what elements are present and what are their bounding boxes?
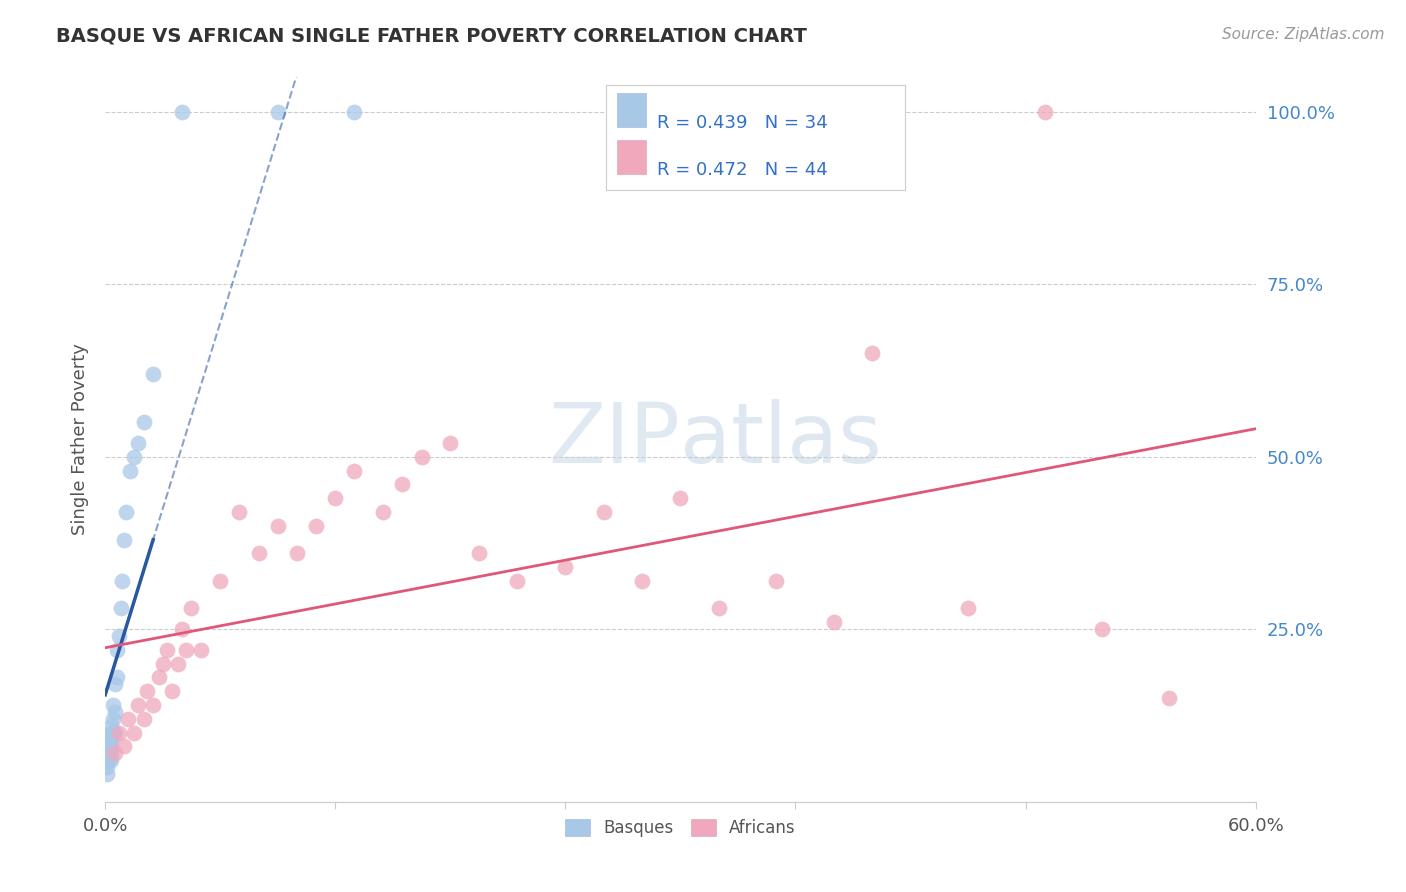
Point [105,643,128,657]
Point [98,732,121,747]
Point [120,464,142,478]
Point [391,477,413,491]
Point [122,725,145,739]
Point [323,491,346,505]
Point [170,104,193,119]
Text: BASQUE VS AFRICAN SINGLE FATHER POVERTY CORRELATION CHART: BASQUE VS AFRICAN SINGLE FATHER POVERTY … [56,27,807,45]
Point [592,505,614,519]
Point [96,760,118,774]
Point [228,505,250,519]
Point [860,346,883,360]
Legend: Basques, Africans: Basques, Africans [558,813,803,844]
Point [373,505,395,519]
Point [104,725,127,739]
Point [957,601,980,615]
Point [631,574,654,588]
Point [132,415,155,429]
Point [209,574,232,588]
Text: atlas: atlas [681,399,882,480]
FancyBboxPatch shape [606,85,905,190]
Point [152,657,174,671]
Point [132,712,155,726]
Point [107,629,129,643]
Point [98,753,121,767]
Point [669,491,692,505]
Text: R = 0.439   N = 34: R = 0.439 N = 34 [658,113,828,132]
Point [343,464,366,478]
Point [98,747,121,761]
Point [180,601,202,615]
Point [190,643,212,657]
Point [96,767,118,781]
Point [439,436,461,450]
Point [100,719,122,733]
Point [101,725,124,739]
Point [554,560,576,574]
Point [105,670,128,684]
Point [823,615,845,630]
Point [765,574,787,588]
Point [104,677,127,691]
Point [155,643,177,657]
Point [100,732,122,747]
Point [506,574,529,588]
Point [1091,622,1114,636]
Point [100,747,122,761]
Point [148,670,170,684]
Point [110,601,132,615]
Point [101,712,124,726]
Bar [617,140,645,175]
Point [100,753,122,767]
Y-axis label: Single Father Poverty: Single Father Poverty [72,343,89,535]
Point [115,505,138,519]
Point [247,546,270,560]
Point [167,657,190,671]
Point [285,546,308,560]
Point [136,684,159,698]
Point [267,104,290,119]
Point [468,546,491,560]
Point [1033,104,1056,119]
Point [111,574,134,588]
Point [1159,691,1181,706]
Point [343,104,366,119]
Point [122,450,145,464]
Point [174,643,197,657]
Point [117,712,139,726]
Point [98,739,121,754]
Point [101,698,124,712]
Point [707,601,730,615]
Point [112,533,135,547]
Point [127,436,149,450]
Text: ZIP: ZIP [548,399,681,480]
Point [96,753,118,767]
Point [100,725,122,739]
Point [127,698,149,712]
Point [267,518,290,533]
Point [100,739,122,754]
Bar [617,93,645,128]
Point [162,684,184,698]
Point [104,747,127,761]
Text: R = 0.472   N = 44: R = 0.472 N = 44 [658,161,828,178]
Point [112,739,135,754]
Point [142,698,165,712]
Point [107,725,129,739]
Point [170,622,193,636]
Point [411,450,433,464]
Point [104,705,127,719]
Point [142,367,165,381]
Point [305,518,328,533]
Text: Source: ZipAtlas.com: Source: ZipAtlas.com [1222,27,1385,42]
